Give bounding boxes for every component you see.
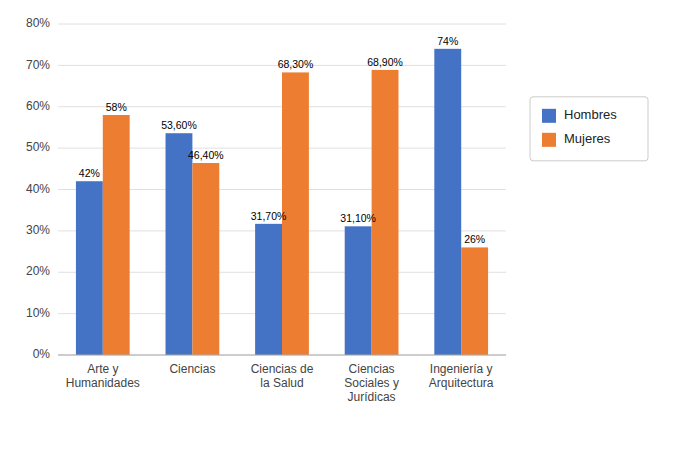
- x-axis-line: [58, 355, 506, 356]
- grid-line: [58, 355, 506, 356]
- grid-line: [58, 24, 506, 25]
- data-label: 31,70%: [251, 210, 287, 222]
- legend-frame: [530, 97, 648, 161]
- x-tick-label: Ciencias dela Salud: [251, 362, 314, 390]
- y-tick-label: 70%: [26, 58, 50, 72]
- y-tick-label: 50%: [26, 140, 50, 154]
- chart-container: 0% 10% 20% 30% 40% 50% 60% 70% 80% 42% 53,60% 31,70…: [0, 0, 676, 451]
- y-tick-label: 80%: [26, 16, 50, 30]
- bar: [103, 115, 130, 355]
- y-axis: 0% 10% 20% 30% 40% 50% 60% 70% 80%: [26, 16, 50, 361]
- legend-swatch: [542, 133, 556, 147]
- x-tick-label: Ciencias: [169, 362, 215, 376]
- chart-svg: 0% 10% 20% 30% 40% 50% 60% 70% 80% 42% 53,60% 31,70…: [0, 0, 676, 451]
- legend-swatch: [542, 109, 556, 123]
- x-tick-label: Arte yHumanidades: [66, 362, 140, 390]
- grid: [58, 24, 506, 355]
- bar: [76, 181, 103, 355]
- data-labels: 42% 53,60% 31,70% 31,10% 74% 58% 46,40% 68,30% 6…: [79, 35, 485, 246]
- bar: [166, 133, 193, 355]
- x-axis: Arte yHumanidades Ciencias Ciencias dela S…: [58, 355, 506, 404]
- data-label: 68,30%: [278, 58, 314, 70]
- y-tick-label: 0%: [33, 347, 51, 361]
- data-label: 31,10%: [340, 212, 376, 224]
- bars: [76, 49, 488, 355]
- x-tick-label: Ingeniería yArquitectura: [429, 362, 494, 390]
- bar: [192, 163, 219, 355]
- data-label: 68,90%: [367, 56, 403, 68]
- y-tick-label: 10%: [26, 306, 50, 320]
- x-tick-label: CienciasSociales yJurídicas: [344, 362, 399, 404]
- data-label: 53,60%: [161, 119, 197, 131]
- data-label: 58%: [106, 101, 127, 113]
- bar: [461, 247, 488, 355]
- y-tick-label: 20%: [26, 264, 50, 278]
- y-tick-label: 30%: [26, 223, 50, 237]
- y-tick-label: 40%: [26, 182, 50, 196]
- y-tick-label: 60%: [26, 99, 50, 113]
- bar: [345, 226, 372, 355]
- data-label: 46,40%: [188, 149, 224, 161]
- data-label: 74%: [437, 35, 458, 47]
- data-label: 26%: [464, 233, 485, 245]
- legend: Hombres Mujeres: [530, 97, 648, 161]
- bar: [434, 49, 461, 355]
- legend-label: Hombres: [564, 107, 617, 122]
- bar: [255, 224, 282, 355]
- data-label: 42%: [79, 167, 100, 179]
- legend-label: Mujeres: [564, 131, 611, 146]
